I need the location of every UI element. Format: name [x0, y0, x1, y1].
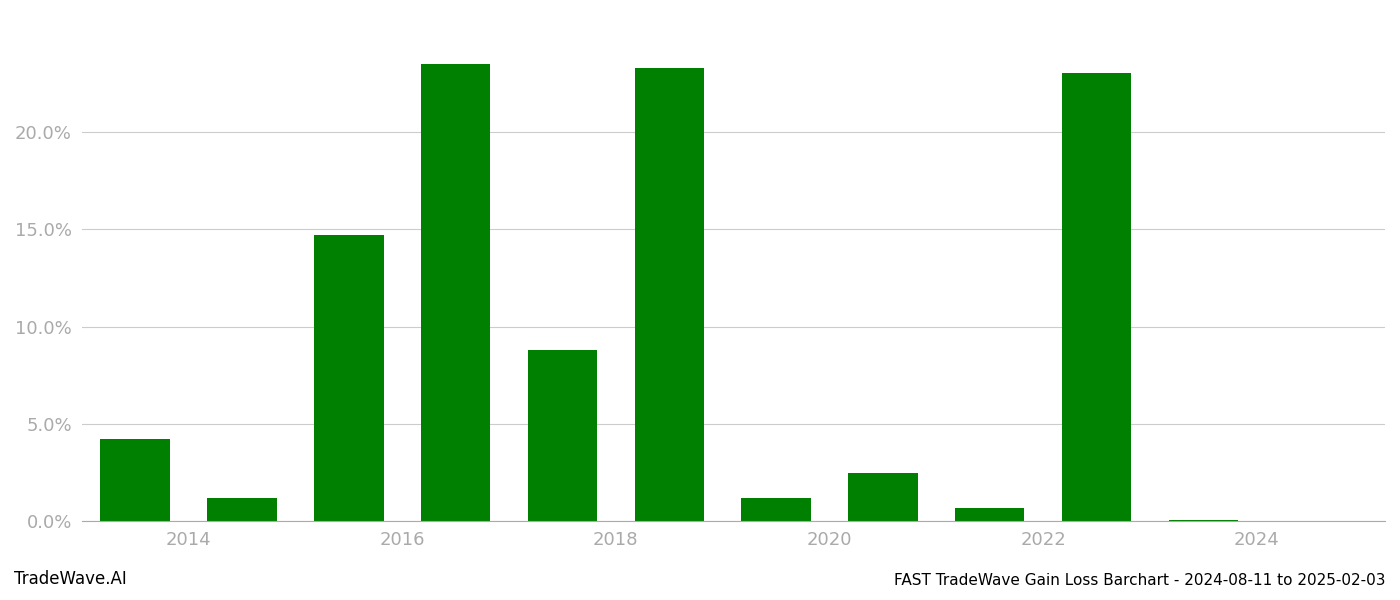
Bar	[1061, 73, 1131, 521]
Text: TradeWave.AI: TradeWave.AI	[14, 570, 127, 588]
Bar	[528, 350, 598, 521]
Bar	[848, 473, 917, 521]
Bar	[421, 64, 490, 521]
Bar	[314, 235, 384, 521]
Bar	[207, 498, 277, 521]
Text: FAST TradeWave Gain Loss Barchart - 2024-08-11 to 2025-02-03: FAST TradeWave Gain Loss Barchart - 2024…	[895, 573, 1386, 588]
Bar	[1169, 520, 1238, 521]
Bar	[634, 68, 704, 521]
Bar	[101, 439, 169, 521]
Bar	[742, 498, 811, 521]
Bar	[955, 508, 1025, 521]
